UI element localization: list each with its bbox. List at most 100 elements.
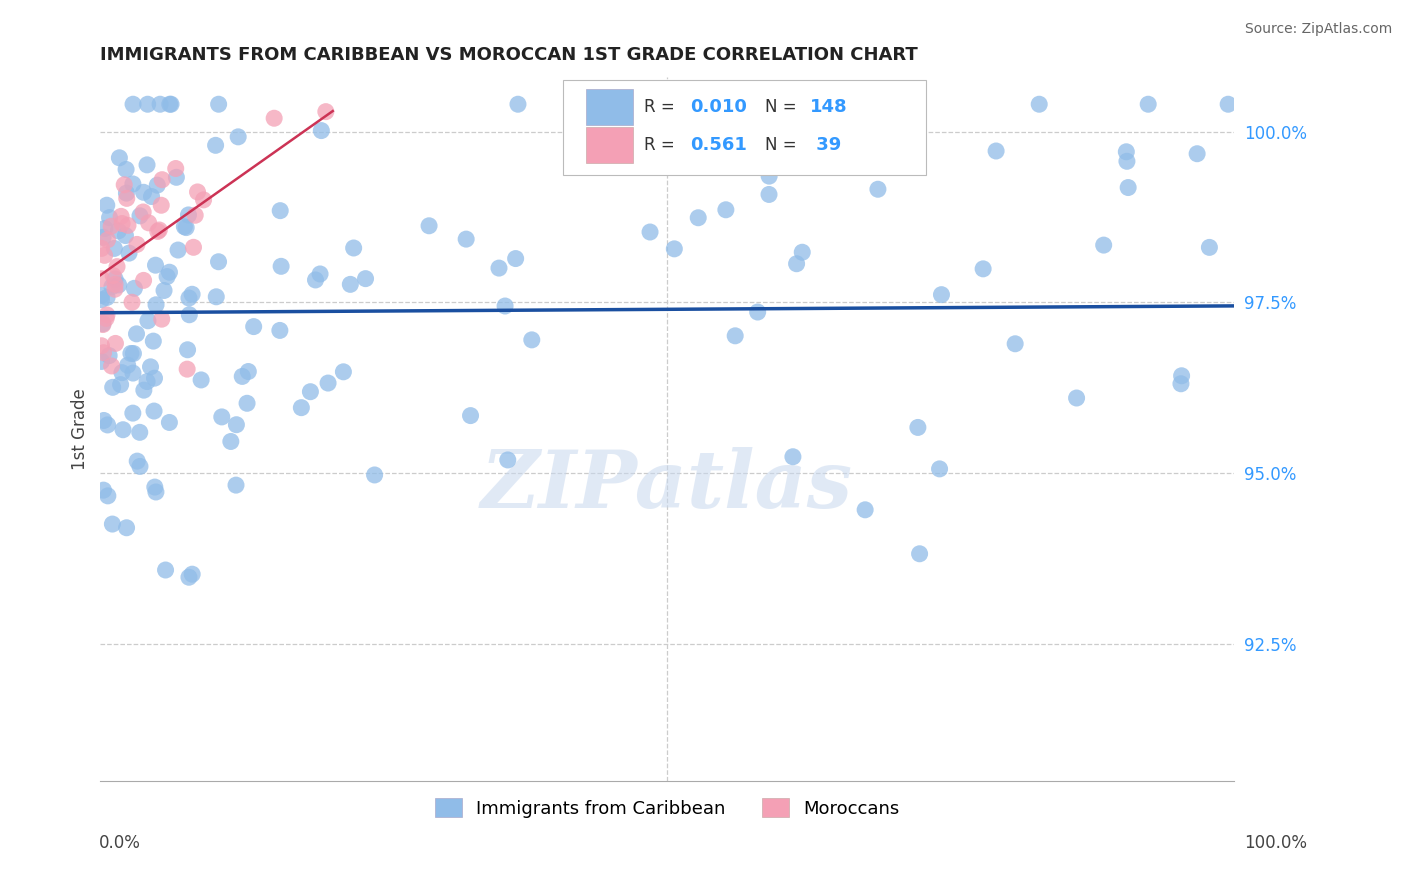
Text: 0.0%: 0.0% (98, 834, 141, 852)
Point (236, 396, 259, 410)
Point (114, 228, 136, 243)
Point (782, 450, 804, 464)
Point (90, 339, 112, 353)
Point (112, 178, 135, 192)
Point (90, 354, 112, 368)
Point (117, 358, 139, 372)
Point (150, 198, 173, 212)
Point (142, 334, 165, 348)
Point (269, 203, 291, 218)
Text: Source: ZipAtlas.com: Source: ZipAtlas.com (1244, 22, 1392, 37)
Point (124, 281, 146, 295)
Point (100, 219, 122, 234)
Point (758, 187, 780, 202)
Point (304, 273, 326, 287)
Point (143, 480, 166, 494)
Text: 39: 39 (810, 136, 841, 154)
Point (129, 459, 152, 474)
Point (94, 221, 117, 235)
Point (93, 413, 115, 427)
Point (150, 172, 173, 186)
Point (159, 97, 181, 112)
Point (157, 416, 180, 430)
Point (127, 454, 149, 468)
Point (97, 489, 120, 503)
Point (122, 177, 145, 191)
Point (456, 232, 478, 246)
Point (101, 380, 124, 394)
Text: R =: R = (644, 98, 681, 116)
Point (184, 208, 207, 222)
Point (520, 333, 543, 347)
Point (664, 242, 686, 256)
Point (343, 241, 366, 255)
Text: 0.010: 0.010 (690, 98, 747, 116)
Point (90, 288, 112, 302)
Point (177, 570, 200, 584)
Point (160, 97, 183, 112)
Point (136, 158, 159, 172)
Point (145, 258, 167, 272)
Point (179, 308, 201, 322)
Point (181, 287, 204, 301)
Point (714, 202, 737, 217)
Point (125, 326, 148, 341)
Point (150, 312, 173, 326)
Point (908, 547, 931, 561)
Point (167, 243, 190, 257)
Point (107, 277, 129, 292)
Point (165, 170, 187, 185)
Point (155, 563, 177, 577)
Point (93, 345, 115, 359)
Point (115, 521, 138, 535)
Point (1137, 97, 1160, 112)
Point (136, 314, 159, 328)
Point (141, 189, 163, 203)
Point (309, 267, 332, 281)
FancyBboxPatch shape (585, 89, 633, 126)
Point (219, 434, 242, 449)
Point (121, 295, 143, 310)
Point (211, 409, 233, 424)
Point (745, 97, 768, 112)
Point (226, 129, 249, 144)
Point (181, 567, 204, 582)
Point (96, 308, 118, 322)
Point (96, 290, 118, 304)
Point (120, 346, 142, 360)
Legend: Immigrants from Caribbean, Moroccans: Immigrants from Caribbean, Moroccans (427, 791, 907, 825)
Point (1092, 238, 1115, 252)
Point (177, 291, 200, 305)
Text: N =: N = (765, 98, 801, 116)
Point (853, 503, 876, 517)
Point (316, 376, 339, 390)
Point (1028, 97, 1050, 112)
Point (786, 257, 808, 271)
Point (418, 219, 440, 233)
Text: 148: 148 (810, 98, 848, 116)
Y-axis label: 1st Grade: 1st Grade (72, 388, 89, 470)
Point (928, 462, 950, 476)
Point (90, 293, 112, 307)
Point (177, 208, 200, 222)
Point (174, 220, 197, 235)
Point (104, 282, 127, 296)
Point (208, 97, 231, 112)
Point (103, 242, 125, 256)
Point (96, 233, 118, 247)
Point (104, 336, 127, 351)
Point (638, 225, 661, 239)
Point (93, 483, 115, 497)
Point (183, 240, 205, 254)
Point (111, 366, 134, 380)
Point (290, 401, 312, 415)
Point (747, 305, 769, 319)
Point (354, 271, 377, 285)
Point (101, 279, 124, 293)
Point (139, 359, 162, 374)
Point (984, 144, 1007, 158)
Point (1198, 240, 1220, 254)
Point (132, 186, 155, 200)
Point (494, 299, 516, 313)
Point (176, 343, 198, 357)
